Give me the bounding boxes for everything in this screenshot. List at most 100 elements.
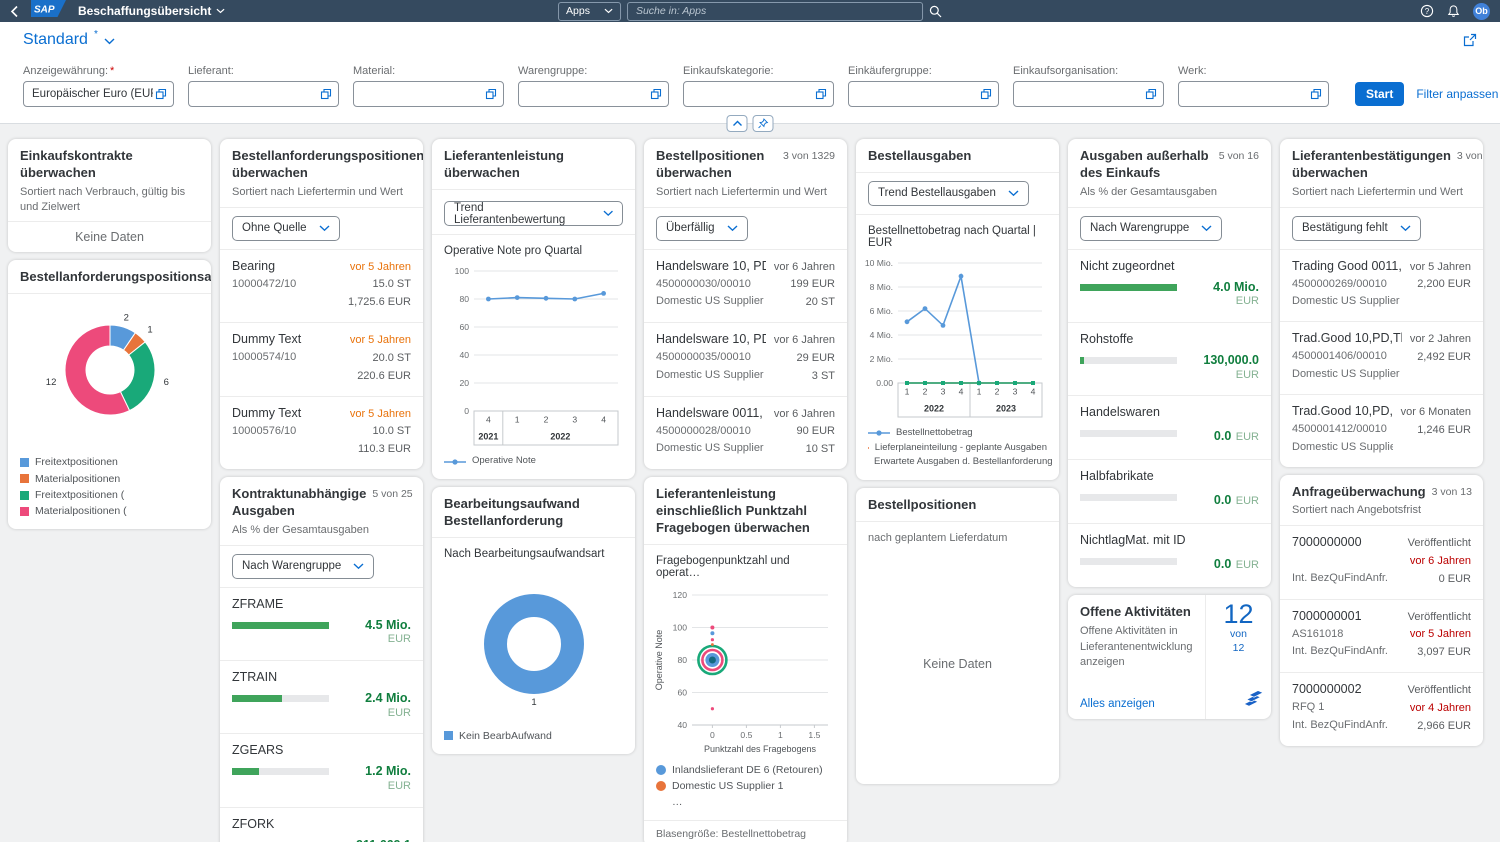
- list-item[interactable]: 7000000002RFQ 1Int. BezQuFindAnfr.Veröff…: [1280, 673, 1483, 745]
- kpi-list-item[interactable]: Handelswaren0.0 EUR: [1068, 396, 1271, 460]
- filter-field-input[interactable]: [1020, 87, 1145, 101]
- show-all-link[interactable]: Alles anzeigen: [1080, 698, 1195, 710]
- filter-field-label: Material:: [353, 65, 504, 77]
- list-item[interactable]: Dummy Text10000574/10vor 5 Jahren20.0 ST…: [220, 323, 423, 396]
- kpi-list-item[interactable]: Halbfabrikate0.0 EUR: [1068, 460, 1271, 524]
- back-icon: [10, 5, 19, 18]
- filter-field-input[interactable]: [360, 87, 485, 101]
- lieferantenleistung-filter-select[interactable]: Trend Lieferantenbewertung: [444, 201, 623, 226]
- filter-field-input[interactable]: [1185, 87, 1310, 101]
- card-header[interactable]: Anfrageüberwachung3 von 13Sortiert nach …: [1280, 475, 1483, 527]
- svg-text:2023: 2023: [996, 403, 1016, 413]
- kpi-list-item[interactable]: Nicht zugeordnet4.0 Mio.EUR: [1068, 250, 1271, 323]
- back-button[interactable]: [10, 5, 19, 18]
- chevron-down-icon: [216, 8, 225, 14]
- user-avatar[interactable]: Ob: [1473, 3, 1490, 20]
- pin-header-button[interactable]: [753, 115, 774, 132]
- variant-selector[interactable]: Standard*: [23, 31, 115, 49]
- list-item[interactable]: Trad.Good 10,PD,Th…4500001412/00010Domes…: [1280, 395, 1483, 467]
- help-button[interactable]: ?: [1420, 4, 1434, 18]
- card-header[interactable]: Bestellpositionen: [856, 488, 1059, 522]
- notifications-button[interactable]: [1447, 4, 1460, 18]
- svg-text:6: 6: [163, 378, 168, 389]
- ausgaben-ausserhalb-filter-select[interactable]: Nach Warengruppe: [1080, 216, 1222, 241]
- app-title-menu[interactable]: Beschaffungsübersicht: [78, 4, 225, 18]
- list-item[interactable]: 7000000001AS161018Int. BezQuFindAnfr.Ver…: [1280, 600, 1483, 673]
- list-item[interactable]: Handelsware 10, PD, …4500000030/00010Dom…: [644, 250, 847, 323]
- bestellausgaben-filter-select[interactable]: Trend Bestellausgaben: [868, 181, 1029, 206]
- card-title: Bestellausgaben: [868, 148, 1047, 165]
- card-header[interactable]: Kontraktunabhängige Ausgaben5 von 25Als …: [220, 477, 423, 546]
- value-help-button[interactable]: [980, 88, 992, 100]
- filter-bar-actions: Start Filter anpassen (1): [1355, 82, 1500, 107]
- numeric-card-main[interactable]: Offene AktivitätenOffene Aktivitäten in …: [1068, 595, 1205, 719]
- list-item[interactable]: Dummy Text10000576/10vor 5 Jahren10.0 ST…: [220, 397, 423, 469]
- collapse-header-button[interactable]: [727, 115, 748, 132]
- list-item-main: Dummy Text10000574/10: [232, 332, 342, 385]
- adapt-filters-link[interactable]: Filter anpassen (1): [1416, 87, 1500, 101]
- kpi-list-item[interactable]: NichtlagMat. mit ID0.0 EUR: [1068, 524, 1271, 587]
- card-header[interactable]: Einkaufskontrakte überwachenSortiert nac…: [8, 139, 211, 222]
- search-icon: [929, 5, 942, 18]
- list-item-subline: Int. BezQuFindAnfr.: [1292, 717, 1400, 735]
- list-item-values: vor 5 Jahren10.0 ST110.3 EUR: [350, 406, 411, 459]
- card-header[interactable]: Lieferantenleistung einschließlich Punkt…: [644, 477, 847, 545]
- list-item-value: vor 2 Jahren: [1410, 331, 1471, 349]
- chevron-down-icon: [1201, 225, 1212, 232]
- filter-field-input[interactable]: [30, 87, 155, 101]
- list-item[interactable]: Handelsware 10, PD, …4500000035/00010Dom…: [644, 323, 847, 396]
- kpi-list-item[interactable]: ZTRAIN2.4 Mio.EUR: [220, 661, 423, 734]
- value-help-button[interactable]: [485, 88, 497, 100]
- search-input[interactable]: [627, 2, 923, 21]
- value-help-button[interactable]: [1310, 88, 1322, 100]
- value-help-button[interactable]: [1145, 88, 1157, 100]
- list-item-title: Trad.Good 10,PD,Th…: [1292, 404, 1393, 418]
- kpi-item-label: Halbfabrikate: [1080, 469, 1259, 483]
- card-header[interactable]: Lieferantenleistung überwachen: [432, 139, 635, 190]
- share-button[interactable]: [1463, 33, 1477, 47]
- list-item-main: 7000000000 Int. BezQuFindAnfr.: [1292, 535, 1400, 588]
- kpi-list-item[interactable]: ZFORK911,669.1EUR: [220, 808, 423, 842]
- kpi-list-item[interactable]: ZGEARS1.2 Mio.EUR: [220, 734, 423, 807]
- list-item[interactable]: Trad.Good 10,PD,Thir…4500001406/00010Dom…: [1280, 322, 1483, 395]
- list-item[interactable]: 7000000000 Int. BezQuFindAnfr.Veröffentl…: [1280, 526, 1483, 599]
- list-item-title: Trading Good 0011,P…: [1292, 259, 1402, 273]
- card-filter-row: Trend Bestellausgaben: [856, 173, 1059, 215]
- kpi-list-item[interactable]: Rohstoffe130,000.0EUR: [1068, 323, 1271, 396]
- card-title: Anfrageüberwachung: [1292, 484, 1426, 501]
- search-button[interactable]: [929, 5, 942, 18]
- kontraktunabhaengige-filter-select[interactable]: Nach Warengruppe: [232, 554, 374, 579]
- card-header[interactable]: Bestellanforderungspositionsarten: [8, 260, 211, 294]
- search-scope-select[interactable]: Apps: [558, 2, 621, 21]
- lieferantenbestaetigungen-filter-select[interactable]: Bestätigung fehlt: [1292, 216, 1421, 241]
- go-button[interactable]: Start: [1355, 82, 1404, 106]
- filter-field-input[interactable]: [690, 87, 815, 101]
- legend-label: …: [672, 794, 683, 810]
- banf-positionen-filter-select[interactable]: Ohne Quelle: [232, 216, 340, 241]
- filter-field-input[interactable]: [195, 87, 320, 101]
- list-item[interactable]: Bearing10000472/10vor 5 Jahren15.0 ST1,7…: [220, 250, 423, 323]
- chart-title: Bestellnettobetrag nach Quartal | EUR: [856, 215, 1059, 251]
- card-header[interactable]: Bestellausgaben: [856, 139, 1059, 173]
- card-header[interactable]: Bearbeitungsaufwand Bestellanforderung: [432, 487, 635, 538]
- card-header[interactable]: Bestellanforderungspositionen überwachen…: [220, 139, 423, 208]
- list-item[interactable]: Trading Good 0011,P…4500000269/00010Dome…: [1280, 250, 1483, 323]
- chart-title: Fragebogenpunktzahl und operat…: [644, 545, 847, 581]
- value-help-button[interactable]: [815, 88, 827, 100]
- kpi-value-unit: EUR: [339, 707, 411, 721]
- value-help-button[interactable]: [320, 88, 332, 100]
- value-help-button[interactable]: [650, 88, 662, 100]
- card-header[interactable]: Bestellpositionen überwachen3 von 1329So…: [644, 139, 847, 208]
- list-item[interactable]: Handelsware 0011, P…4500000028/00010Dome…: [644, 397, 847, 469]
- value-help-button[interactable]: [155, 88, 167, 100]
- filter-field-input[interactable]: [855, 87, 980, 101]
- kpi-list-item[interactable]: ZFRAME4.5 Mio.EUR: [220, 588, 423, 661]
- list-item-subline: Domestic US Supplier 1: [1292, 439, 1393, 457]
- list-item-value: vor 5 Jahren: [350, 332, 411, 350]
- select-value: Trend Bestellausgaben: [878, 187, 996, 199]
- filter-field-input[interactable]: [525, 87, 650, 101]
- card-header[interactable]: Ausgaben außerhalb des Einkaufs5 von 16A…: [1068, 139, 1271, 208]
- bestellpositionen-filter-select[interactable]: Überfällig: [656, 216, 748, 241]
- svg-text:?: ?: [1425, 7, 1430, 16]
- card-header[interactable]: Lieferantenbestätigungen überwachen3 von…: [1280, 139, 1483, 208]
